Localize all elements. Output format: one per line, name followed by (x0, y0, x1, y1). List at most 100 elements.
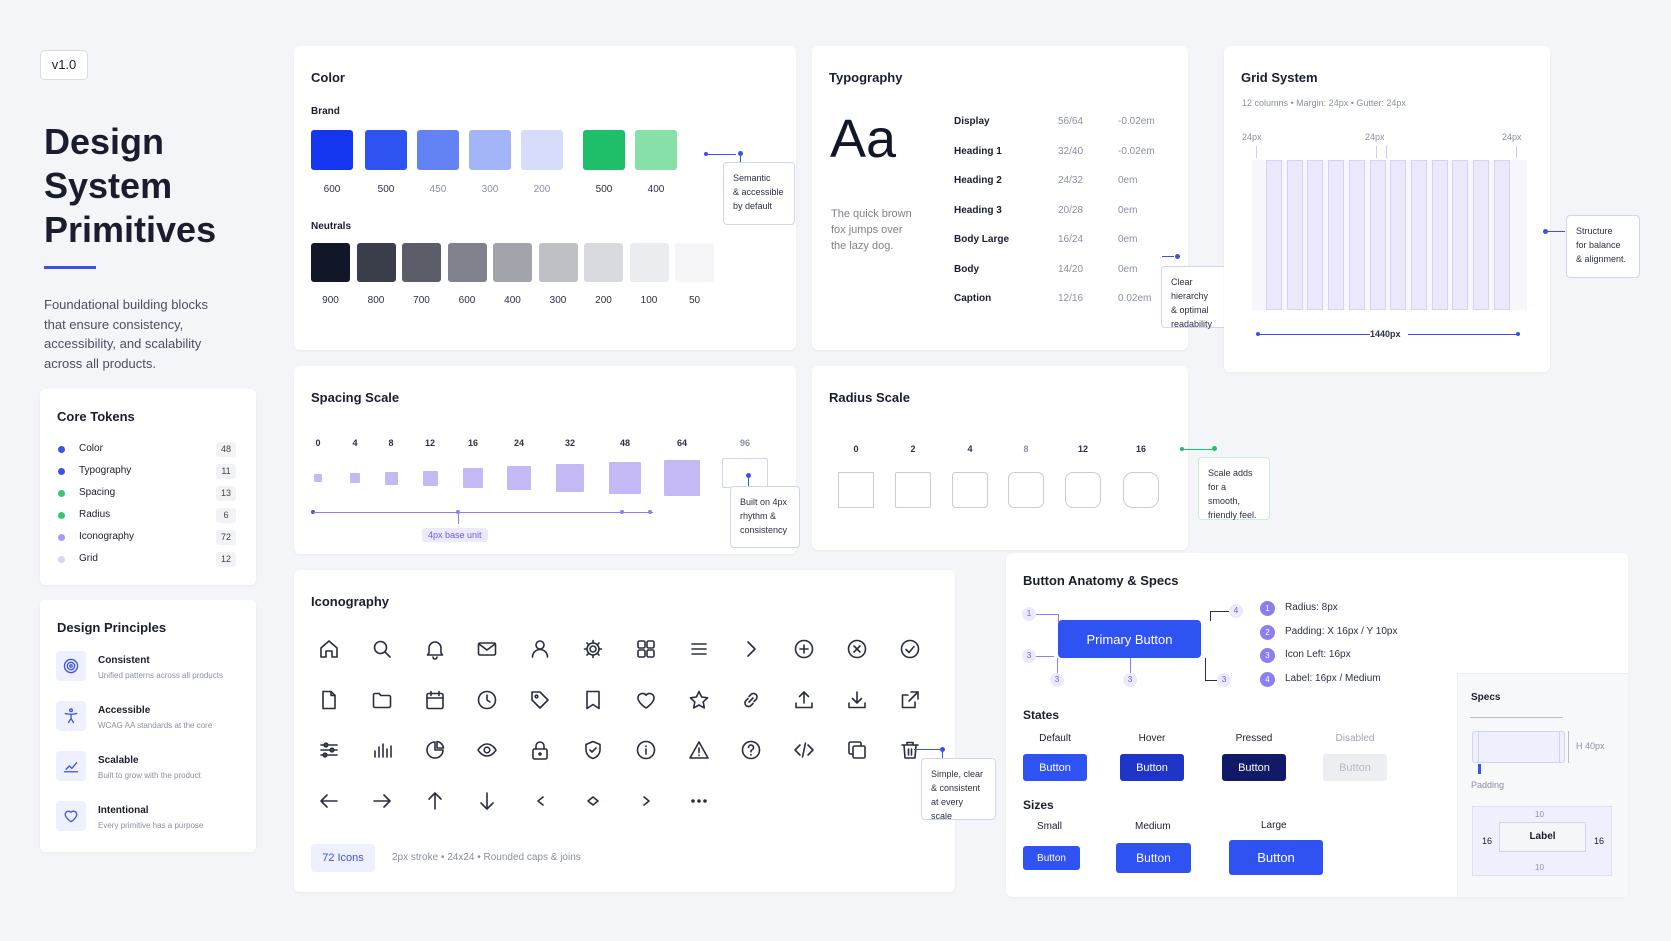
state-button-hover[interactable]: Button (1120, 754, 1184, 781)
grid-icon[interactable] (635, 638, 657, 660)
type-row-name: Body (954, 263, 979, 275)
neutral-swatch-800[interactable] (356, 243, 396, 282)
state-name-default: Default (1039, 733, 1071, 744)
brand-swatch-500[interactable] (365, 130, 407, 170)
grid-card: Grid System 12 columns • Margin: 24px • … (1224, 46, 1550, 372)
trash-icon[interactable] (899, 739, 921, 761)
neutral-swatch-300[interactable] (538, 243, 578, 282)
grid-subtitle: 12 columns • Margin: 24px • Gutter: 24px (1242, 98, 1406, 108)
bell-icon[interactable] (424, 638, 446, 660)
arrow-up-icon[interactable] (424, 790, 446, 812)
pie-chart-icon[interactable] (424, 739, 446, 761)
type-row-name: Caption (954, 293, 992, 304)
state-button-pressed[interactable]: Button (1222, 754, 1286, 781)
token-dot (58, 468, 65, 475)
external-link-icon[interactable] (899, 689, 921, 711)
brand-swatch-500[interactable] (583, 130, 625, 170)
principle-accessible: Accessible WCAG AA standards at the core (54, 698, 254, 738)
file-icon[interactable] (318, 689, 340, 711)
bar-chart-icon[interactable] (371, 739, 393, 761)
token-row-radius[interactable]: Radius 6 (58, 507, 258, 525)
user-icon[interactable] (529, 638, 551, 660)
calendar-icon[interactable] (424, 689, 446, 711)
chevron-small-right-icon[interactable] (635, 790, 657, 812)
neutral-swatch-600[interactable] (447, 243, 487, 282)
star-icon[interactable] (688, 689, 710, 711)
brand-swatch-400[interactable] (635, 130, 677, 170)
chevron-right-icon[interactable] (740, 638, 762, 660)
download-icon[interactable] (846, 689, 868, 711)
x-circle-icon[interactable] (846, 638, 868, 660)
upload-icon[interactable] (793, 689, 815, 711)
token-row-iconography[interactable]: Iconography 72 (58, 529, 258, 547)
check-circle-icon[interactable] (899, 638, 921, 660)
size-large-button[interactable]: Button (1229, 840, 1323, 875)
primary-button[interactable]: Primary Button (1058, 620, 1201, 658)
help-icon[interactable] (740, 739, 762, 761)
neutral-swatch-label: 300 (549, 295, 567, 306)
icon-count-badge: 72 Icons (311, 844, 375, 872)
token-count: 72 (216, 530, 236, 545)
home-icon[interactable] (318, 638, 340, 660)
title-underline (44, 266, 96, 269)
copy-icon[interactable] (846, 739, 868, 761)
neutral-swatch-200[interactable] (584, 243, 623, 282)
neutral-swatch-700[interactable] (402, 243, 441, 282)
info-icon[interactable] (635, 739, 657, 761)
neutral-swatch-100[interactable] (629, 243, 669, 282)
token-row-grid[interactable]: Grid 12 (58, 551, 258, 569)
token-dot (58, 490, 65, 497)
token-row-spacing[interactable]: Spacing 13 (58, 485, 258, 503)
gear-icon[interactable] (582, 638, 604, 660)
chevron-left-icon[interactable] (529, 790, 551, 812)
heart-icon[interactable] (635, 689, 657, 711)
plus-circle-icon[interactable] (793, 638, 815, 660)
code-icon[interactable] (793, 739, 815, 761)
radius-step-label: 2 (910, 444, 916, 454)
type-row-name: Heading 3 (954, 204, 1002, 216)
search-icon[interactable] (371, 638, 393, 660)
sliders-icon[interactable] (318, 739, 340, 761)
size-medium-button[interactable]: Button (1116, 843, 1191, 873)
lock-icon[interactable] (529, 739, 551, 761)
arrow-down-icon[interactable] (476, 790, 498, 812)
menu-icon[interactable] (688, 638, 710, 660)
tag-icon[interactable] (529, 689, 551, 711)
folder-icon[interactable] (371, 689, 393, 711)
arrow-right-icon[interactable] (371, 790, 393, 812)
heart-icon (56, 801, 86, 831)
page-title: Design System Primitives (44, 121, 217, 250)
state-button-default[interactable]: Button (1023, 754, 1087, 781)
token-row-typography[interactable]: Typography 11 (58, 463, 258, 481)
state-name-disabled: Disabled (1335, 733, 1375, 744)
size-small-button[interactable]: Button (1023, 846, 1080, 870)
spec-label-box: Label (1499, 822, 1586, 852)
more-icon[interactable] (688, 790, 710, 812)
typography-card: Typography Aa The quick brown fox jumps … (812, 46, 1188, 350)
brand-swatch-300[interactable] (469, 130, 511, 170)
token-row-color[interactable]: Color 48 (58, 441, 258, 459)
warning-icon[interactable] (688, 739, 710, 761)
clock-icon[interactable] (476, 689, 498, 711)
shield-icon[interactable] (582, 739, 604, 761)
chevron-up-down-icon[interactable] (582, 790, 604, 812)
neutral-swatch-50[interactable] (675, 243, 714, 282)
principle-consistent: Consistent Unified patterns across all pr… (54, 648, 254, 688)
neutral-swatch-900[interactable] (311, 243, 350, 282)
brand-swatch-450[interactable] (417, 130, 459, 170)
token-label: Grid (79, 553, 98, 564)
eye-icon[interactable] (476, 739, 498, 761)
chart-up-icon (56, 751, 86, 781)
spacing-step-label: 32 (564, 438, 575, 448)
neutral-swatch-400[interactable] (493, 243, 532, 282)
spacing-step-label: 16 (467, 438, 478, 448)
link-icon[interactable] (740, 689, 762, 711)
mail-icon[interactable] (476, 638, 498, 660)
design-principles-card: Design Principles Consistent Unified patt… (40, 600, 256, 852)
brand-swatch-200[interactable] (521, 130, 563, 170)
brand-swatch-600[interactable] (311, 130, 353, 170)
radius-step-label: 8 (1023, 444, 1029, 454)
arrow-left-icon[interactable] (318, 790, 340, 812)
bookmark-icon[interactable] (582, 689, 604, 711)
radius-step-label: 12 (1077, 444, 1088, 454)
